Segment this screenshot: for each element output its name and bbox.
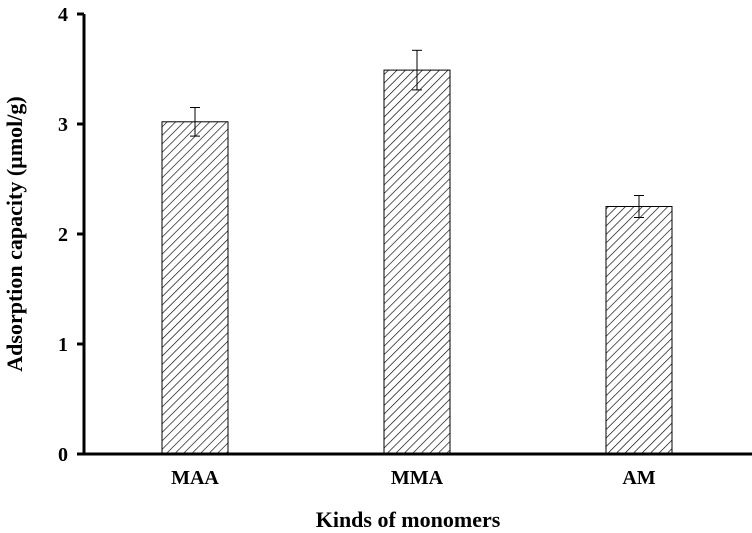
- y-tick-label: 0: [58, 444, 68, 466]
- x-axis-title: Kinds of monomers: [316, 507, 501, 532]
- y-tick-label: 2: [58, 224, 68, 246]
- bars-group: [161, 69, 673, 455]
- y-tick-label: 4: [58, 4, 68, 26]
- y-tick-label: 1: [58, 334, 68, 356]
- error-bar-am: [634, 195, 644, 218]
- bar-mma: [383, 69, 451, 455]
- x-ticks-group: MAA MMA AM: [171, 467, 656, 489]
- error-bar-maa: [190, 107, 200, 137]
- bar-am: [605, 206, 673, 455]
- y-tick-label: 3: [58, 114, 68, 136]
- x-tick-label-maa: MAA: [171, 467, 219, 489]
- bar-maa: [161, 121, 229, 455]
- error-bar-mma: [412, 49, 422, 91]
- x-tick-label-am: AM: [622, 467, 655, 489]
- y-ticks-group: 0 1 2 3 4: [58, 4, 84, 466]
- y-axis-title: Adsorption capacity (µmol/g): [2, 96, 27, 371]
- x-tick-label-mma: MMA: [391, 467, 444, 489]
- error-bars-group: [190, 49, 644, 218]
